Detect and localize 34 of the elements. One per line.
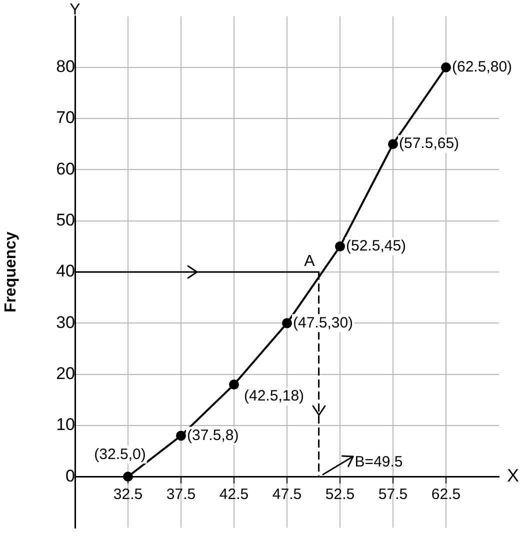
data-label: (42.5,18) (244, 388, 304, 405)
data-label: (37.5,8) (187, 426, 239, 444)
point (229, 380, 239, 390)
data-label: (57.5,65) (399, 135, 460, 152)
y-tick-label: 0 (66, 466, 75, 486)
x-tick-label: 42.5 (219, 486, 249, 503)
data-label: (32.5,0) (94, 446, 146, 463)
y-tick-label: 40 (56, 262, 75, 281)
annotation: Y (70, 1, 81, 18)
data-label: (47.5,30) (293, 314, 354, 332)
data-label: (62.5,80) (452, 58, 512, 76)
y-tick-label: 70 (56, 108, 75, 128)
point (441, 62, 451, 72)
y-tick-label: 60 (56, 159, 75, 178)
point (176, 430, 186, 441)
y-tick-label: 10 (56, 415, 75, 434)
point (335, 241, 345, 252)
annotation: B=49.5 (354, 454, 403, 471)
data-label: (52.5,45) (346, 238, 406, 255)
point (282, 318, 292, 328)
y-tick-label: 80 (56, 57, 75, 76)
x-tick-label: 62.5 (431, 486, 461, 503)
y-tick-label: 30 (56, 312, 75, 332)
x-tick-label: 47.5 (272, 486, 302, 503)
x-tick-label: 37.5 (166, 486, 196, 503)
x-tick-label: 57.5 (378, 486, 408, 503)
y-tick-label: 50 (56, 210, 75, 230)
point (388, 139, 398, 150)
annotation: A (304, 253, 316, 270)
y-axis-title: Frequency (2, 231, 20, 312)
x-axis-title: X (507, 466, 520, 486)
x-tick-label: 52.5 (325, 486, 355, 503)
x-tick-label: 32.5 (113, 486, 143, 503)
y-tick-label: 20 (56, 364, 75, 384)
